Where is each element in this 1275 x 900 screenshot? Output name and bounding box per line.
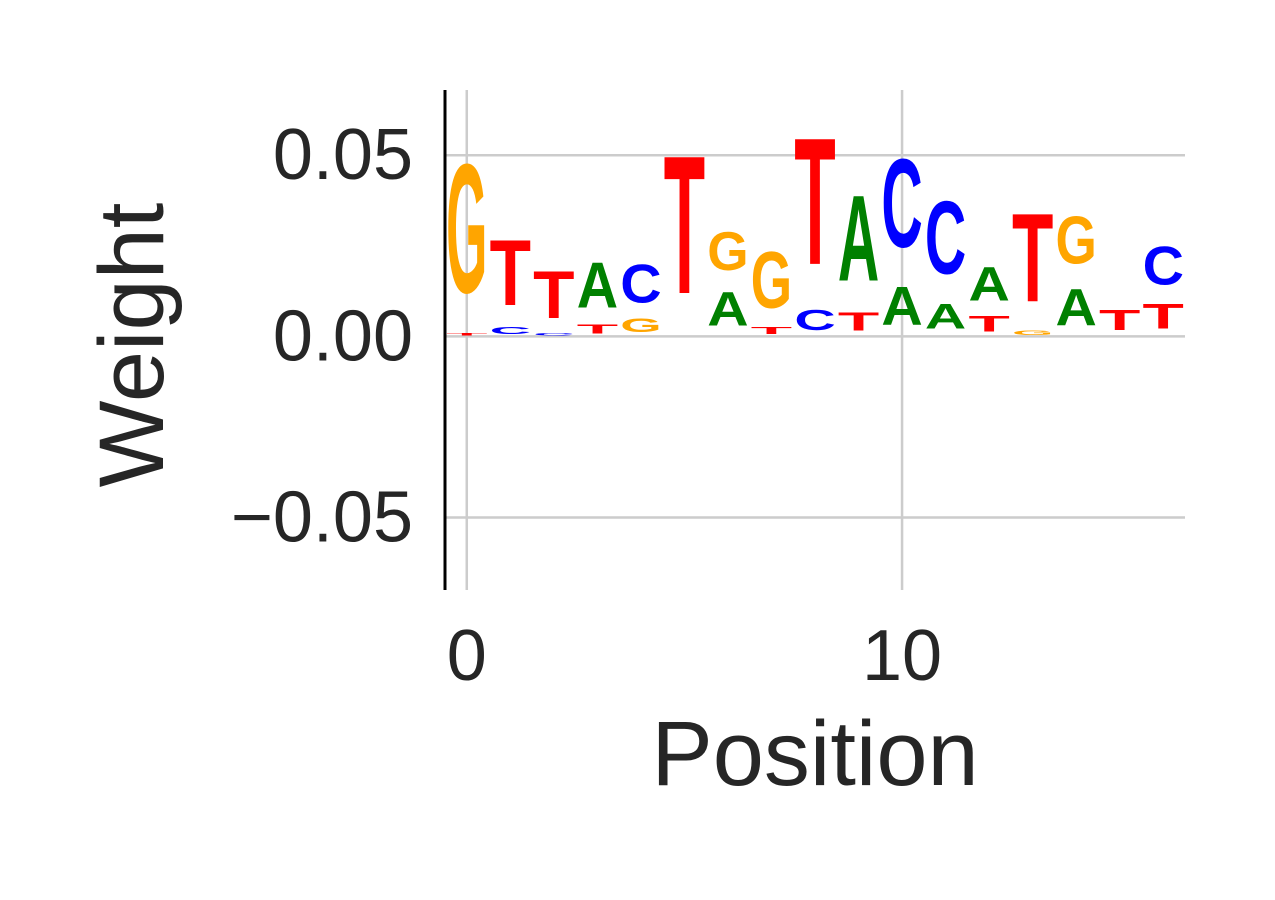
logo-letter-T: T [446,333,487,337]
logo-letter-G: G [620,315,661,336]
logo-letter-G: G [707,221,748,282]
logo-letter-C: C [794,304,835,337]
logo-letter-T: T [968,311,1010,337]
logo-letter-T: T [490,221,531,325]
logo-letter-A: A [881,274,922,336]
x-tick-labels: 0 10 [447,616,942,696]
y-tick-label: 0.00 [273,296,413,376]
x-axis-label: Position [651,703,978,805]
logo-letter-A: A [968,257,1009,311]
logo-letter-A: A [707,283,748,337]
logo-letter-G: G [446,125,487,332]
logo-letter-T: T [1012,188,1053,329]
logo-letter-C: C [533,333,574,337]
logo-letter-T: T [1099,304,1141,336]
logo-letter-C: C [490,325,531,336]
y-tick-labels: −0.05 0.00 0.05 [231,115,413,557]
logo-letter-G: G [1056,202,1097,278]
x-tick-label: 0 [447,616,487,696]
grid [445,90,1185,590]
logo-letter-T: T [1143,297,1184,336]
logo-letter-A: A [925,297,966,337]
logo-letter-A: A [1056,279,1097,337]
logo-letter-T: T [664,115,705,336]
y-tick-label: 0.05 [273,115,413,195]
logo-letter-T: T [838,307,879,336]
logo-letter-T: T [751,326,793,337]
logo-letter-C: C [881,132,922,274]
logo-letter-G: G [751,234,792,325]
logo-letter-G: G [1012,329,1053,336]
logo-letter-A: A [838,170,879,307]
x-tick-label: 10 [862,616,942,696]
logo-letter-A: A [577,249,618,321]
logo-letter-C: C [1143,234,1184,296]
logo-letter-T: T [794,100,835,303]
y-axis-label: Weight [81,203,183,488]
logo-letter-C: C [620,253,661,315]
logo-letter-T: T [533,258,574,333]
logo-letter-T: T [577,322,619,336]
y-tick-label: −0.05 [231,478,413,558]
logo-letter-C: C [925,180,966,296]
